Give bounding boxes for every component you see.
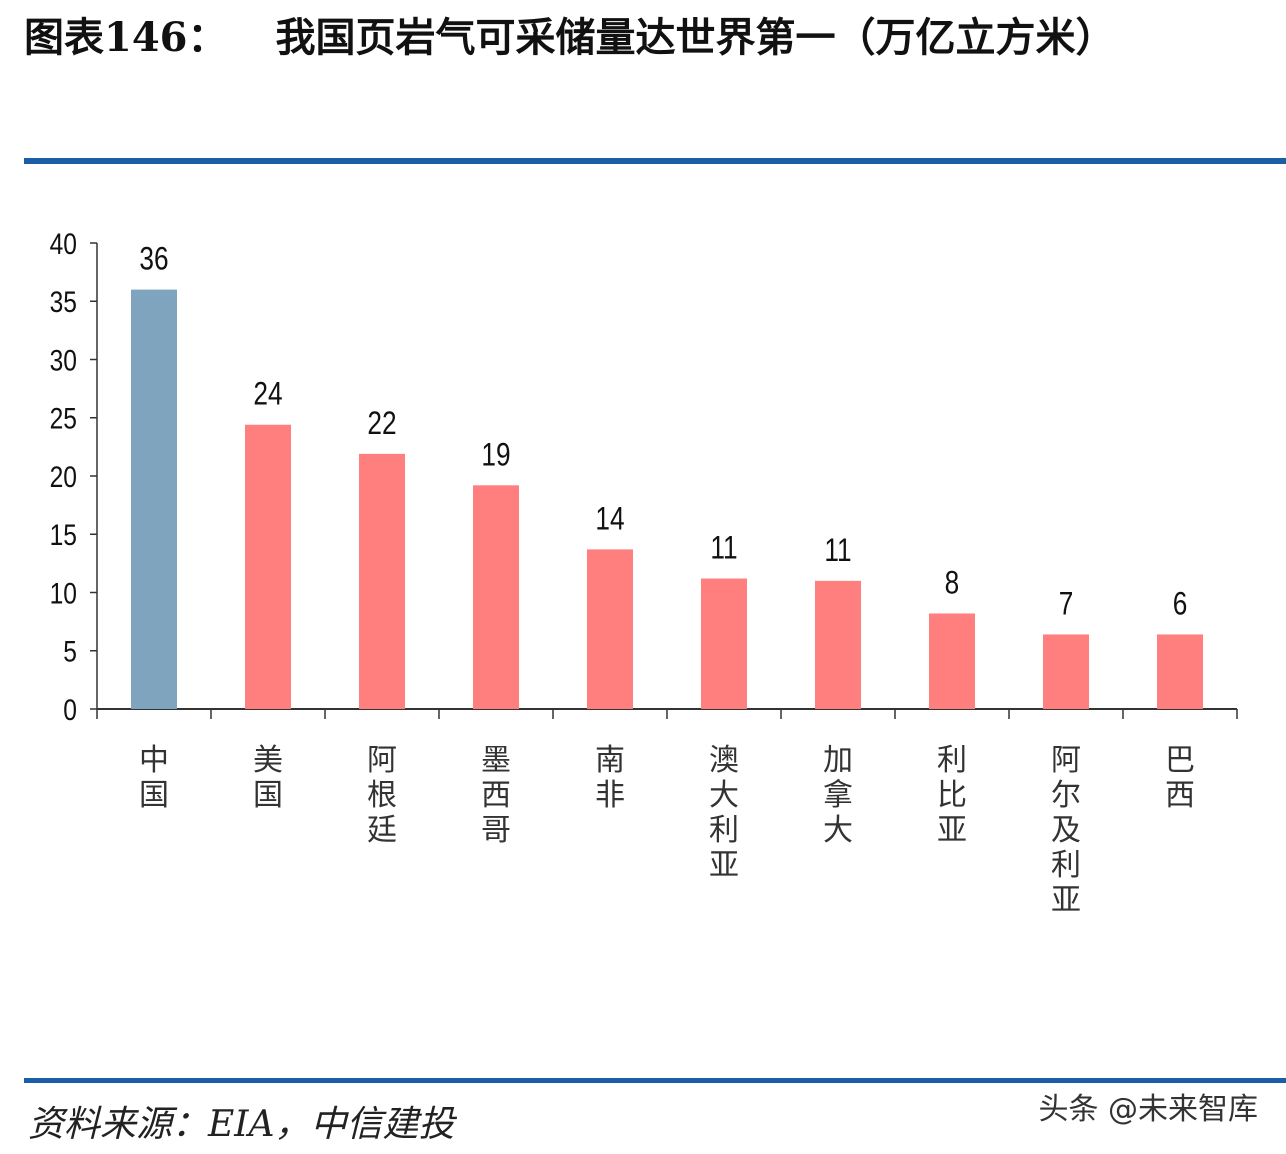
data-label: 14 bbox=[595, 502, 624, 537]
bar-6 bbox=[701, 578, 747, 709]
y-tick-label: 15 bbox=[50, 518, 77, 552]
y-tick-label: 35 bbox=[50, 285, 77, 319]
category-label: 墨西哥 bbox=[481, 744, 511, 847]
bar-chart: 0 5 10 15 20 25 30 35 40 36 中国 24 美国 22 阿根廷 19 墨西哥 14 南非 11… bbox=[50, 227, 1238, 917]
y-tick-label: 10 bbox=[50, 576, 77, 610]
category-label: 加拿大 bbox=[823, 744, 853, 847]
y-tick-label: 30 bbox=[50, 343, 77, 377]
bar-4 bbox=[473, 485, 519, 709]
data-label: 22 bbox=[367, 407, 396, 442]
data-label: 24 bbox=[253, 377, 282, 412]
category-label: 南非 bbox=[595, 744, 625, 812]
data-label: 11 bbox=[710, 531, 737, 566]
y-tick-label: 25 bbox=[50, 401, 77, 435]
category-label: 澳大利亚 bbox=[709, 744, 739, 882]
y-tick-label: 5 bbox=[63, 634, 77, 668]
watermark: 头条 @未来智库 bbox=[1038, 1092, 1258, 1127]
figure-title: 我国页岩气可采储量达世界第一（万亿立方米） bbox=[275, 14, 1116, 61]
category-label: 中国 bbox=[139, 744, 169, 812]
category-label: 巴西 bbox=[1165, 744, 1195, 812]
bar-1 bbox=[131, 289, 177, 709]
data-label: 36 bbox=[139, 242, 168, 277]
top-divider bbox=[24, 158, 1286, 164]
y-tick-label: 0 bbox=[63, 693, 77, 727]
bar-10 bbox=[1157, 634, 1203, 709]
data-label: 6 bbox=[1173, 587, 1188, 622]
bar-7 bbox=[815, 580, 861, 709]
source-note: 资料来源：EIA，中信建投 bbox=[28, 1104, 455, 1145]
bar-5 bbox=[587, 549, 633, 709]
bar-2 bbox=[245, 424, 291, 709]
bar-8 bbox=[929, 613, 975, 709]
category-label: 利比亚 bbox=[937, 744, 967, 847]
y-tick-label: 20 bbox=[50, 460, 77, 494]
data-label: 11 bbox=[824, 534, 851, 569]
bar-3 bbox=[359, 453, 405, 709]
category-label: 阿根廷 bbox=[367, 744, 397, 847]
data-label: 8 bbox=[945, 566, 960, 601]
category-label: 美国 bbox=[253, 744, 283, 812]
data-label: 19 bbox=[481, 438, 510, 473]
figure-label: 图表146： bbox=[24, 14, 228, 61]
bar-9 bbox=[1043, 634, 1089, 709]
y-tick-label: 40 bbox=[50, 227, 77, 261]
chart-title: 图表146： 我国页岩气可采储量达世界第一（万亿立方米） bbox=[24, 10, 1116, 66]
data-label: 7 bbox=[1059, 587, 1074, 622]
category-label: 阿尔及利亚 bbox=[1051, 744, 1081, 917]
bottom-divider bbox=[24, 1078, 1286, 1083]
